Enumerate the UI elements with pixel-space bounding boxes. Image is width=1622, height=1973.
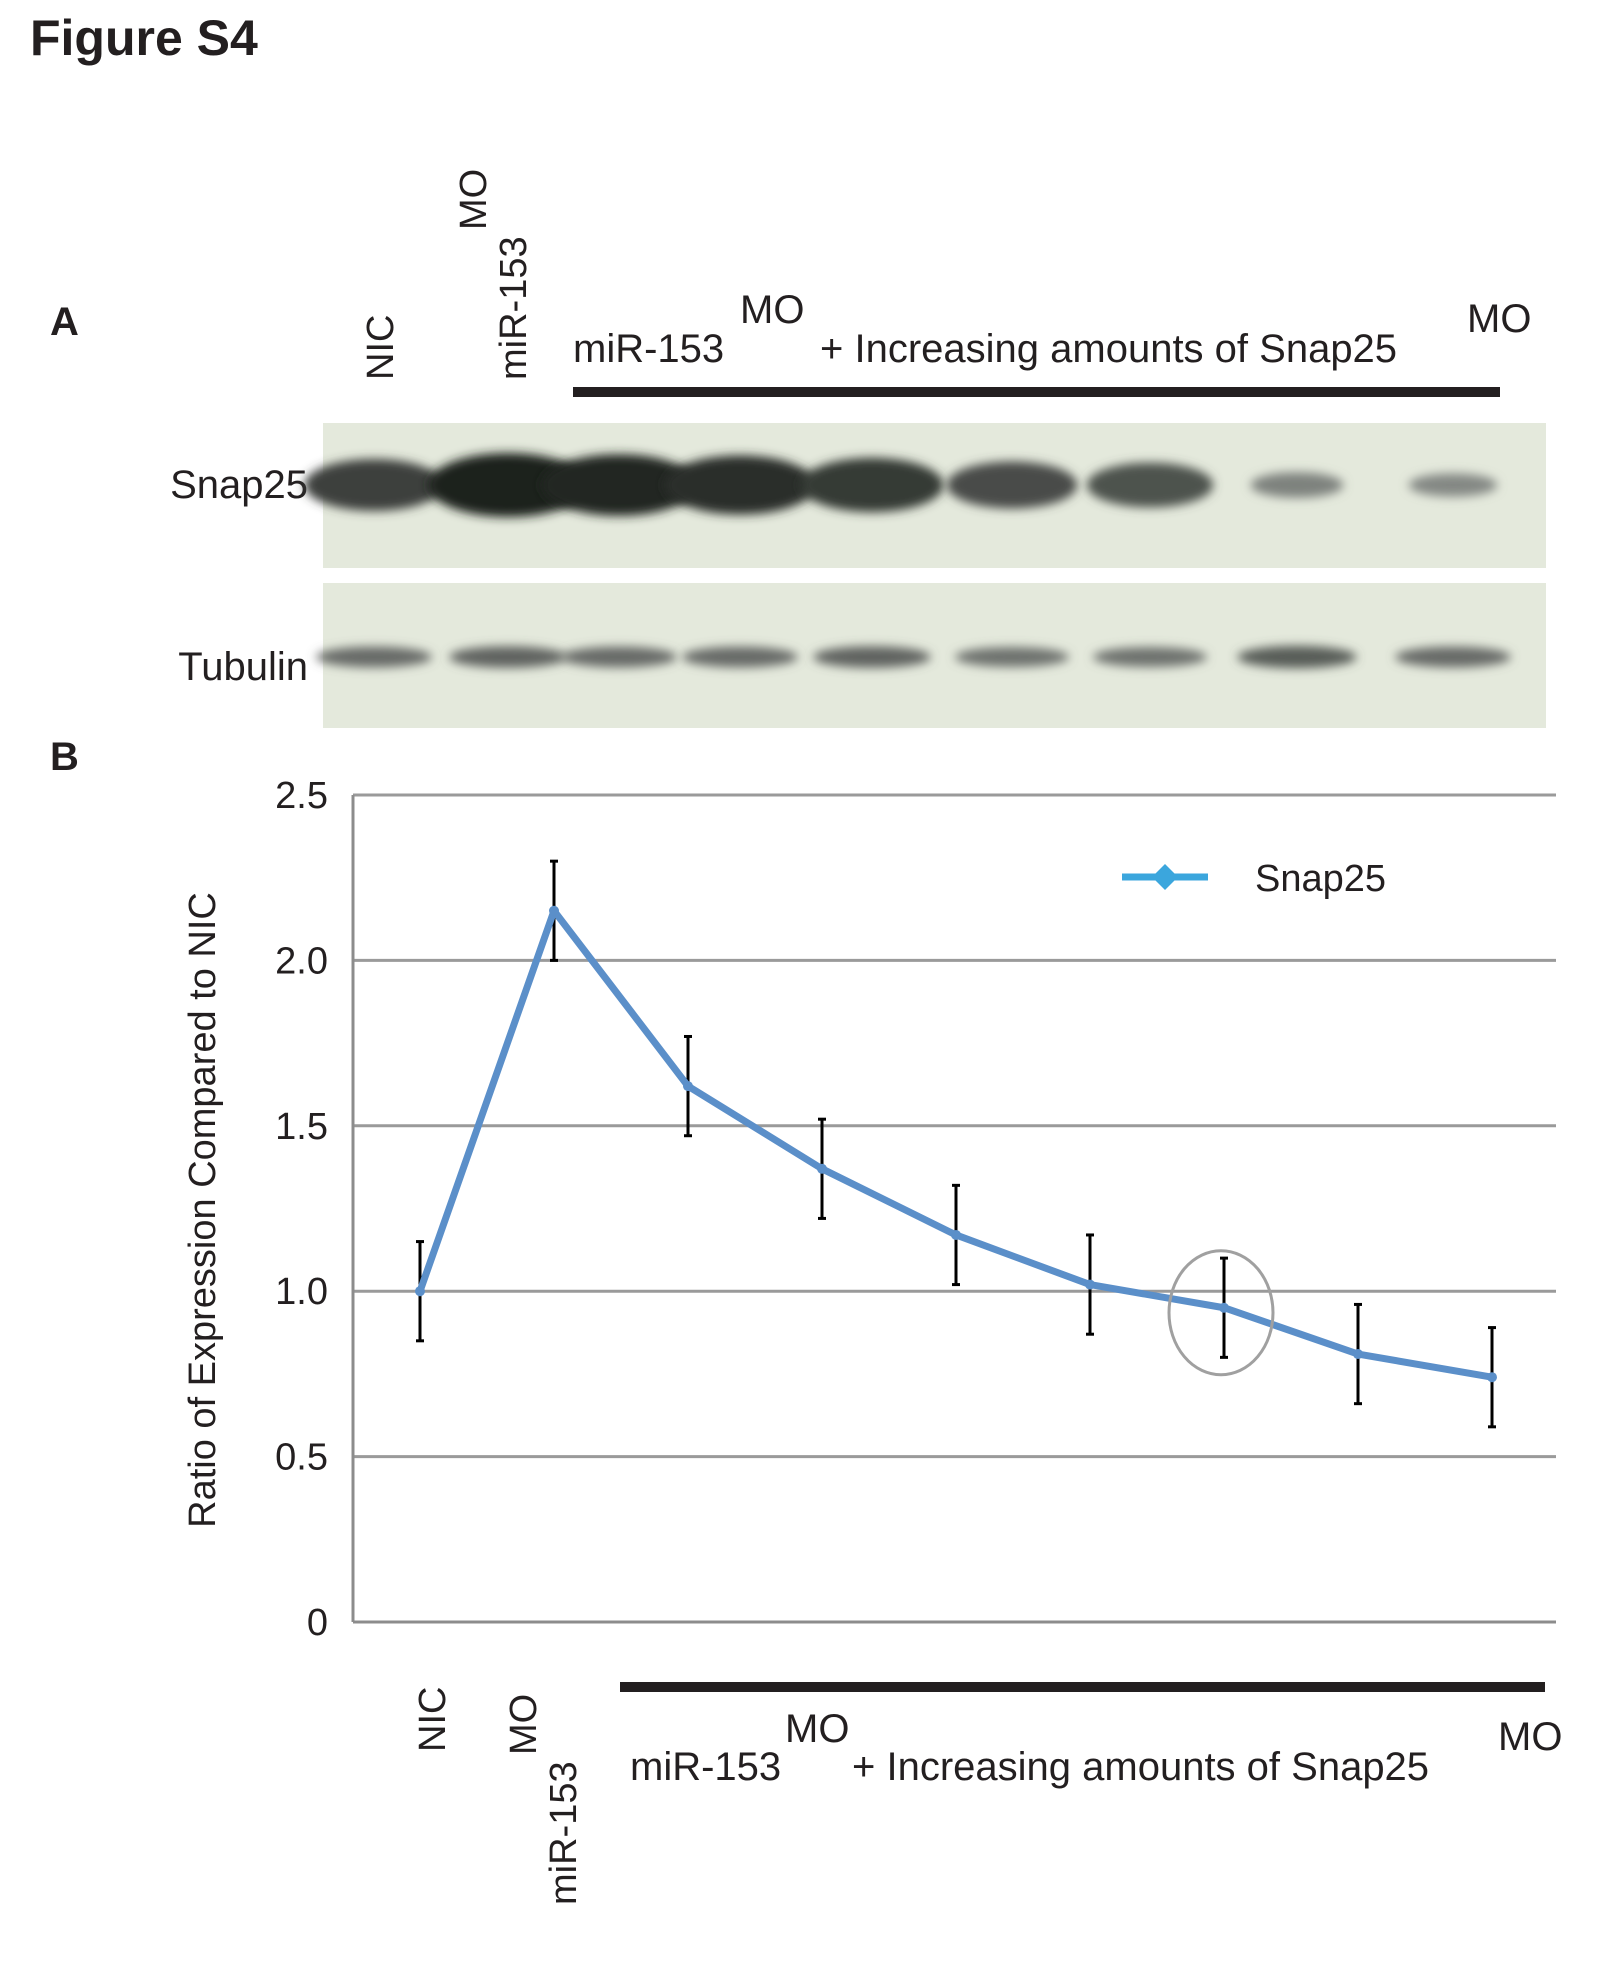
x-label-mo-superscript: MO [503,1694,545,1755]
snap25-band [946,461,1078,509]
legend-marker [1152,864,1178,890]
tubulin-band [813,646,931,668]
group-label-increase: + Increasing amounts of Snap25 [820,327,1397,371]
group-label-mir153: miR-153 [573,327,724,371]
series-line-snap25 [416,907,1493,1381]
y-tick-label: 1.0 [275,1271,328,1313]
y-tick-labels: 0 0.5 1.0 1.5 2.0 2.5 [275,775,328,1644]
snap25-band [800,457,944,513]
tubulin-band [682,646,798,668]
snap25-band [541,454,697,516]
figure-title: Figure S4 [30,10,258,66]
x-label-mir153: miR-153 [543,1761,585,1905]
snap25-band [664,455,816,515]
tubulin-band [1395,646,1511,668]
data-points [415,905,1497,1383]
tubulin-band [1237,645,1357,669]
x-group-label-mir153-mo: MO [785,1707,849,1751]
x-label-nic: NIC [412,1687,454,1752]
y-axis-label: Ratio of Expression Compared to NIC [182,892,224,1528]
snap25-bands [304,453,1498,517]
data-point [951,1229,961,1240]
data-point [415,1286,425,1297]
blot-row-label-tubulin: Tubulin [178,645,308,689]
x-group-label-mir153: miR-153 [630,1745,781,1789]
x-group-label-increase: + Increasing amounts of Snap25 [852,1745,1429,1789]
legend: Snap25 [1122,858,1386,900]
lane-label-mir153mo: miR-153 MO [453,169,535,380]
blot-row-label-snap25: Snap25 [170,463,308,507]
lane-label-nic: NIC [360,315,402,380]
y-tick-label: 0.5 [275,1437,328,1479]
y-tick-label: 2.0 [275,940,328,982]
panel-b-label: B [50,735,79,779]
y-tick-label: 1.5 [275,1106,328,1148]
legend-label: Snap25 [1255,858,1386,900]
tubulin-band [1093,647,1207,667]
snap25-band [1086,462,1214,508]
tubulin-band [449,646,567,668]
snap25-band [304,459,444,511]
lane-label-mo-superscript: MO [453,169,495,230]
x-group-label-snap25-mo: MO [1498,1715,1562,1759]
y-tick-label: 2.5 [275,775,328,817]
data-point [1487,1372,1497,1383]
highlight-circle [1167,1249,1275,1377]
data-point [1353,1349,1363,1360]
tubulin-bands [316,645,1511,669]
data-point [1219,1302,1229,1313]
tubulin-band [316,646,432,668]
data-point [549,905,559,916]
data-point [683,1081,693,1092]
snap25-band [1250,472,1344,498]
group-label-snap25-mo: MO [1467,297,1531,341]
panel-a-label: A [50,300,79,344]
y-tick-label: 0 [307,1602,328,1644]
data-point [1085,1279,1095,1290]
snap25-band [1408,473,1498,497]
snap25-band [428,453,588,517]
data-point [817,1163,827,1174]
x-label-mir153mo: miR-153 MO [503,1694,585,1905]
line-chart: 0 0.5 1.0 1.5 2.0 2.5 Ratio of Expression Com… [182,775,1556,1644]
group-label-mir153-mo: MO [740,288,804,332]
lane-label-mir153: miR-153 [493,236,535,380]
tubulin-band [561,646,677,668]
tubulin-band [955,647,1069,667]
